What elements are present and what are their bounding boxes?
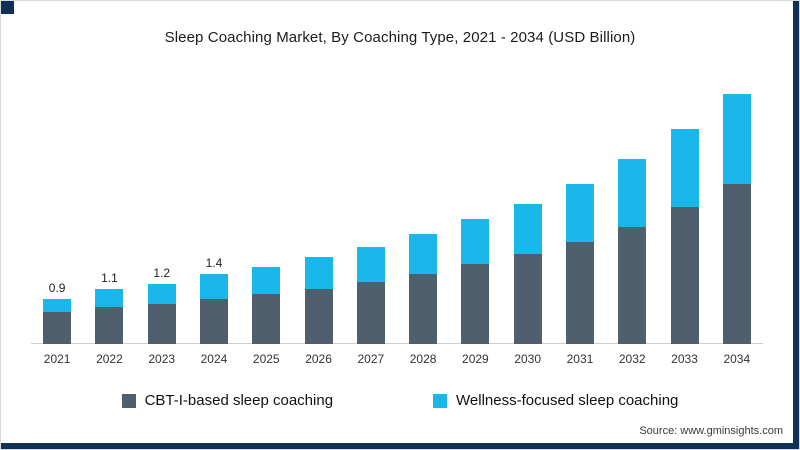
segment-cbt-sleep-coaching — [670, 206, 699, 344]
legend-item: Wellness-focused sleep coaching — [433, 392, 678, 409]
segment-wellness-sleep-coaching — [565, 184, 594, 242]
bar-column — [397, 216, 449, 344]
segment-wellness-sleep-coaching — [95, 289, 124, 307]
segment-cbt-sleep-coaching — [722, 184, 751, 344]
segment-cbt-sleep-coaching — [95, 306, 124, 344]
stacked-bar — [409, 234, 438, 344]
segment-wellness-sleep-coaching — [43, 299, 72, 312]
bar-column — [658, 111, 710, 344]
segment-wellness-sleep-coaching — [461, 219, 490, 264]
segment-wellness-sleep-coaching — [147, 284, 176, 304]
legend-label: CBT-I-based sleep coaching — [144, 392, 334, 409]
stacked-bar — [670, 129, 699, 344]
x-axis-labels: 2021 2022 2023 2024 2025 2026 2027 2028 2029 2030… — [31, 352, 763, 366]
x-axis-tick-label: 2025 — [252, 352, 280, 366]
source-attribution: Source: www.gminsights.com — [639, 425, 783, 437]
stacked-bar — [95, 289, 124, 344]
segment-wellness-sleep-coaching — [252, 266, 281, 294]
right-accent-decoration — [793, 1, 799, 449]
bar-column — [292, 239, 344, 344]
segment-cbt-sleep-coaching — [513, 254, 542, 344]
x-axis-tick-label: 2021 — [43, 352, 71, 366]
x-axis-tick-label: 2028 — [409, 352, 437, 366]
bar-total-label: 1.2 — [153, 266, 171, 280]
bar-column — [449, 201, 501, 344]
x-axis-line — [31, 343, 763, 344]
bar-column: 1.2 — [136, 266, 188, 344]
bar-column — [711, 76, 763, 344]
x-axis-tick-label: 2024 — [200, 352, 228, 366]
bar-total-label: 1.1 — [101, 271, 118, 285]
segment-cbt-sleep-coaching — [199, 299, 228, 344]
bar-column: 0.9 — [31, 281, 83, 344]
stacked-bar — [513, 204, 542, 344]
x-axis-tick-label: 2030 — [514, 352, 542, 366]
stacked-bar — [199, 274, 228, 344]
bar-column — [554, 166, 606, 344]
segment-wellness-sleep-coaching — [304, 256, 333, 289]
legend-swatch — [121, 393, 136, 408]
segment-cbt-sleep-coaching — [304, 289, 333, 344]
bar-column — [502, 186, 554, 344]
legend-item: CBT-I-based sleep coaching — [121, 392, 334, 409]
segment-cbt-sleep-coaching — [409, 274, 438, 344]
legend-label: Wellness-focused sleep coaching — [456, 392, 679, 409]
stacked-bar — [304, 256, 333, 344]
bottom-accent-decoration — [1, 443, 799, 449]
x-axis-tick-label: 2029 — [462, 352, 489, 366]
segment-wellness-sleep-coaching — [513, 204, 542, 254]
segment-wellness-sleep-coaching — [356, 246, 385, 282]
segment-cbt-sleep-coaching — [43, 311, 72, 344]
bar-total-label: 0.9 — [48, 281, 66, 295]
x-axis-tick-label: 2034 — [723, 352, 751, 366]
bar-column — [345, 229, 397, 344]
legend-swatch — [433, 393, 448, 408]
chart-legend: CBT-I-based sleep coaching Wellness-focus… — [1, 392, 799, 409]
x-axis-tick-label: 2032 — [618, 352, 646, 366]
segment-wellness-sleep-coaching — [722, 94, 751, 184]
segment-cbt-sleep-coaching — [565, 241, 594, 344]
bar-column — [606, 141, 658, 344]
segment-wellness-sleep-coaching — [199, 274, 228, 299]
stacked-bar — [43, 299, 72, 344]
stacked-bar — [252, 266, 281, 344]
x-axis-tick-label: 2033 — [671, 352, 698, 366]
segment-cbt-sleep-coaching — [356, 281, 385, 344]
bar-column: 1.4 — [188, 256, 240, 344]
stacked-bar — [565, 184, 594, 344]
stacked-bar — [618, 159, 647, 344]
corner-accent-decoration — [1, 1, 14, 14]
x-axis-tick-label: 2023 — [148, 352, 176, 366]
x-axis-tick-label: 2022 — [96, 352, 123, 366]
stacked-bar — [461, 219, 490, 344]
stacked-bar — [356, 246, 385, 344]
segment-wellness-sleep-coaching — [670, 129, 699, 207]
bar-column: 1.1 — [83, 271, 135, 344]
segment-cbt-sleep-coaching — [147, 304, 176, 344]
bars-plot-area: 0.9 1.1 1.2 1.4 — [31, 76, 763, 344]
x-axis-tick-label: 2027 — [357, 352, 385, 366]
bar-total-label: 1.4 — [205, 256, 223, 270]
stacked-bar — [722, 94, 751, 344]
x-axis-tick-label: 2031 — [566, 352, 594, 366]
segment-cbt-sleep-coaching — [461, 264, 490, 344]
stacked-bar — [147, 284, 176, 344]
bar-column — [240, 249, 292, 344]
segment-cbt-sleep-coaching — [252, 294, 281, 344]
segment-wellness-sleep-coaching — [409, 234, 438, 274]
segment-wellness-sleep-coaching — [618, 159, 647, 227]
x-axis-tick-label: 2026 — [305, 352, 332, 366]
segment-cbt-sleep-coaching — [618, 226, 647, 344]
chart-title: Sleep Coaching Market, By Coaching Type,… — [164, 29, 636, 46]
